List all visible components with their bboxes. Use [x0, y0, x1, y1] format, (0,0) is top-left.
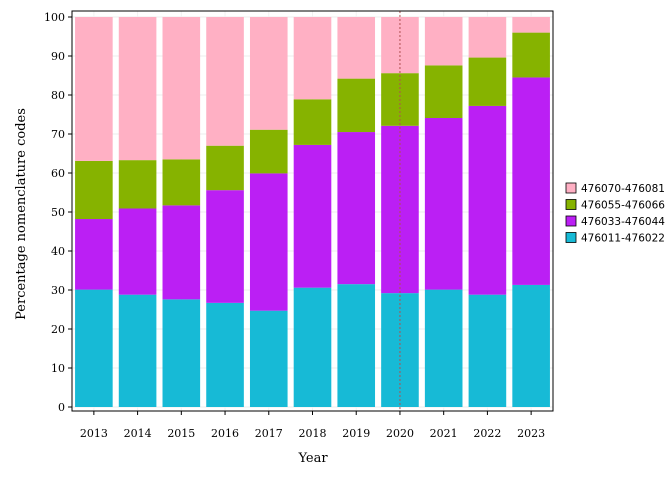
legend-swatch-476055-476066: [565, 199, 577, 210]
x-tick-label-2013: 2013: [80, 427, 108, 440]
x-tick-label-2014: 2014: [124, 427, 152, 440]
legend-swatch-476070-476081: [565, 182, 577, 194]
bar-2018-476070-476081: [293, 17, 332, 100]
y-tick-label-80: 80: [51, 89, 65, 102]
bar-2019-476070-476081: [337, 17, 376, 79]
x-tick-label-2022: 2022: [473, 427, 501, 440]
legend-swatch-476033-476044: [565, 215, 577, 227]
bar-2022-476055-476066: [468, 57, 507, 106]
bar-2023-476011-476022: [512, 284, 550, 407]
bar-2014-476055-476066: [118, 160, 157, 209]
y-tick-label-20: 20: [51, 323, 65, 336]
y-tick-label-90: 90: [51, 50, 65, 63]
bar-2021-476055-476066: [424, 65, 463, 119]
bar-2015-476011-476022: [162, 299, 201, 407]
x-tick-label-2023: 2023: [517, 427, 545, 440]
bar-2019-476055-476066: [337, 78, 376, 133]
legend-label-476011-476022: 476011-476022: [581, 233, 665, 245]
bar-2023-476055-476066: [512, 32, 550, 78]
bar-2021-476070-476081: [424, 17, 463, 66]
bar-2021-476011-476022: [424, 289, 463, 407]
legend-swatch-476011-476022: [565, 232, 577, 243]
x-tick-label-2015: 2015: [167, 427, 195, 440]
legend-label-476033-476044: 476033-476044: [581, 216, 665, 228]
legend-label-476070-476081: 476070-476081: [581, 183, 665, 195]
y-tick-label-60: 60: [51, 167, 65, 180]
bar-2018-476033-476044: [293, 144, 332, 288]
bar-2014-476033-476044: [118, 208, 157, 295]
bar-2015-476055-476066: [162, 159, 201, 206]
bar-2020-476033-476044: [381, 125, 419, 294]
bar-2014-476070-476081: [118, 17, 157, 161]
x-tick-label-2016: 2016: [211, 427, 239, 440]
x-axis-title: Year: [297, 451, 328, 466]
bars-group: [75, 17, 550, 407]
bar-2017-476070-476081: [249, 17, 288, 130]
y-tick-label-50: 50: [51, 206, 65, 219]
axes-group: 0 10 20 30 40 50 60 70 80 90 100 2013 2014 2015 2016 20…: [44, 10, 554, 440]
bar-2016-476055-476066: [206, 145, 244, 191]
bar-2016-476070-476081: [206, 17, 244, 146]
y-tick-label-10: 10: [51, 362, 65, 375]
bar-2016-476033-476044: [206, 190, 244, 303]
x-tick-label-2021: 2021: [430, 427, 458, 440]
bar-2023-476070-476081: [512, 17, 550, 33]
bar-2014-476011-476022: [118, 294, 157, 407]
y-tick-label-70: 70: [51, 128, 65, 141]
bar-2013-476033-476044: [75, 219, 113, 290]
bar-2013-476055-476066: [75, 160, 113, 220]
bar-2022-476033-476044: [468, 105, 507, 295]
bar-2013-476011-476022: [75, 289, 113, 407]
bar-2017-476055-476066: [249, 129, 288, 174]
bar-2017-476033-476044: [249, 173, 288, 311]
bar-2022-476070-476081: [468, 17, 507, 58]
y-tick-label-100: 100: [44, 11, 65, 24]
bar-2019-476011-476022: [337, 284, 376, 407]
bar-2015-476070-476081: [162, 17, 201, 160]
bar-2018-476011-476022: [293, 287, 332, 407]
x-tick-label-2019: 2019: [342, 427, 370, 440]
bar-2022-476011-476022: [468, 294, 507, 407]
bar-2021-476033-476044: [424, 118, 463, 290]
bar-2017-476011-476022: [249, 310, 288, 407]
bar-2020-476011-476022: [381, 293, 419, 407]
x-tick-label-2017: 2017: [255, 427, 283, 440]
legend-label-476055-476066: 476055-476066: [581, 200, 665, 212]
y-tick-label-40: 40: [51, 245, 65, 258]
bar-2013-476070-476081: [75, 17, 113, 161]
x-tick-label-2020: 2020: [386, 427, 414, 440]
bar-2018-476055-476066: [293, 99, 332, 145]
y-tick-label-0: 0: [58, 401, 65, 414]
bar-2016-476011-476022: [206, 302, 244, 407]
y-tick-label-30: 30: [51, 284, 65, 297]
bar-2015-476033-476044: [162, 205, 201, 300]
legend: 476070-476081 476055-476066 476033-476044 4…: [565, 182, 665, 245]
x-tick-label-2018: 2018: [299, 427, 327, 440]
bar-2019-476033-476044: [337, 132, 376, 285]
bar-2023-476033-476044: [512, 77, 550, 285]
y-axis-title: Percentage nomenclature codes: [14, 108, 29, 320]
